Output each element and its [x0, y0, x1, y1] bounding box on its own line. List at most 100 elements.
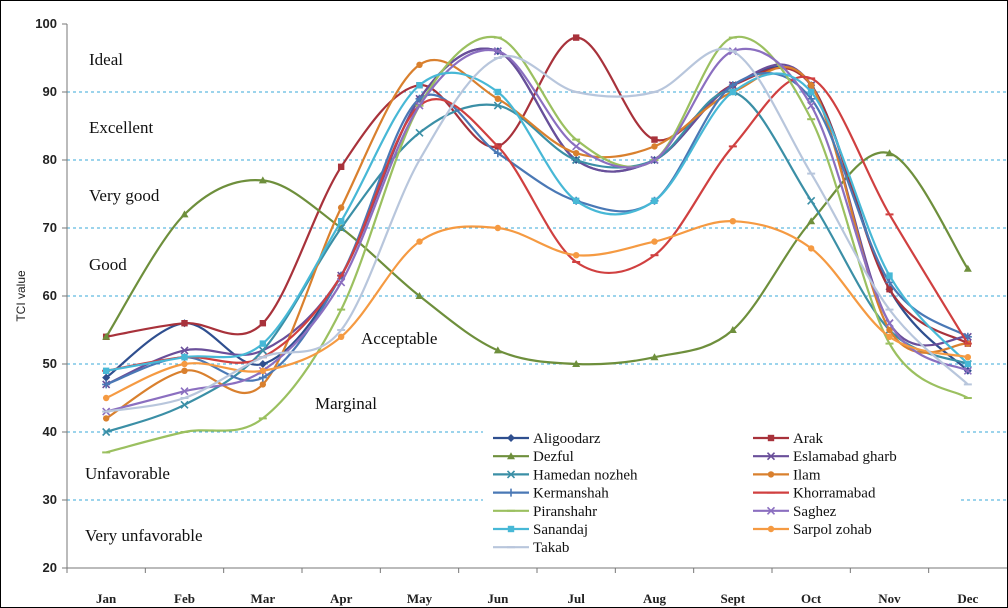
x-tick-label: Aug [643, 591, 667, 606]
data-point [493, 346, 502, 354]
data-point [337, 204, 345, 211]
data-point [807, 196, 816, 205]
data-point [964, 360, 972, 368]
band-label: Ideal [89, 50, 123, 69]
band-label: Unfavorable [85, 464, 170, 483]
data-point [181, 367, 188, 374]
data-point [180, 397, 189, 399]
y-tick-label: 70 [43, 220, 57, 235]
data-point [886, 333, 893, 340]
data-point [963, 332, 972, 341]
data-point [963, 264, 972, 272]
data-point [572, 155, 581, 165]
legend-marker [507, 488, 515, 497]
band-label: Very good [89, 186, 160, 205]
legend-label: Arak [793, 431, 823, 447]
legend: Aligoodarz Arak Dezful Eslamabad gharb Hamed… [483, 423, 961, 563]
data-point [963, 366, 972, 375]
legend-label: Hamedan nozheh [533, 467, 638, 483]
data-point [258, 360, 267, 368]
band-label-layer: Ideal Excellent Very good Good Acceptable Mar… [85, 50, 437, 545]
legend-label: Kermanshah [533, 486, 609, 502]
band-label: Excellent [89, 118, 153, 137]
legend-marker [767, 525, 775, 533]
data-point [494, 224, 502, 232]
data-point [337, 274, 346, 277]
data-point [102, 427, 111, 437]
data-point [572, 360, 581, 367]
data-point [415, 94, 424, 103]
data-point [807, 118, 816, 121]
legend-marker [767, 471, 775, 478]
data-point [102, 373, 111, 382]
data-point [650, 254, 659, 257]
data-point [651, 143, 658, 150]
data-point [728, 145, 737, 148]
data-point [181, 354, 188, 361]
series-sarpol-zohab [102, 218, 972, 402]
data-point [337, 278, 346, 287]
series-line [105, 220, 969, 400]
data-point [493, 145, 502, 148]
data-point [415, 292, 424, 299]
series-line [106, 71, 969, 372]
x-tick-label: Apr [330, 591, 353, 606]
data-point [807, 94, 816, 103]
data-point [807, 101, 816, 110]
legend-label: Sanandaj [533, 522, 588, 538]
band-label: Very unfavorable [85, 526, 203, 545]
data-point [572, 261, 581, 263]
data-point [963, 342, 972, 345]
data-point [415, 159, 424, 161]
series-ilam [102, 58, 972, 422]
data-point [572, 91, 581, 93]
data-point [963, 383, 972, 386]
data-point [102, 380, 111, 389]
data-point [259, 381, 267, 388]
data-point [493, 47, 502, 56]
data-point [572, 138, 581, 141]
data-point [886, 272, 893, 279]
data-point [102, 332, 111, 340]
series-line [106, 75, 969, 372]
data-point [885, 342, 894, 345]
data-point [102, 415, 110, 422]
series-line [105, 72, 969, 386]
data-point [258, 417, 267, 420]
legend-label: Eslamabad gharb [793, 449, 897, 465]
band-label: Marginal [315, 394, 377, 413]
data-point [572, 197, 580, 204]
data-point [258, 373, 267, 382]
data-point [180, 431, 189, 433]
series-takab [102, 47, 972, 413]
data-point [180, 387, 189, 396]
legend-label: Piranshahr [533, 504, 597, 520]
data-point [337, 218, 345, 225]
axis-layer: 20 30 40 50 60 70 80 90 100 Jan Feb Mar Apr May Jun Jul… [14, 16, 1007, 606]
data-point [259, 367, 267, 374]
y-tick-label: 90 [43, 84, 57, 99]
data-point [572, 34, 580, 41]
series-kermanshah [102, 72, 972, 389]
data-point [415, 128, 424, 137]
y-tick-label: 50 [43, 356, 57, 371]
x-tick-label: Feb [174, 591, 195, 606]
data-point [259, 320, 267, 327]
data-point [807, 172, 816, 175]
x-tick-label: May [407, 591, 433, 606]
data-point [885, 149, 894, 157]
x-tick-label: Mar [251, 591, 276, 606]
series-sanandaj [102, 71, 972, 374]
y-tick-label: 40 [43, 424, 57, 439]
data-point [964, 354, 972, 361]
data-point [807, 77, 816, 80]
x-tick-label: Dec [957, 591, 978, 606]
data-point [493, 57, 502, 59]
legend-box [483, 423, 961, 563]
data-point [180, 210, 189, 218]
data-point [102, 394, 110, 402]
data-point [729, 88, 737, 96]
legend-label: Ilam [793, 467, 821, 483]
data-point [493, 149, 502, 158]
